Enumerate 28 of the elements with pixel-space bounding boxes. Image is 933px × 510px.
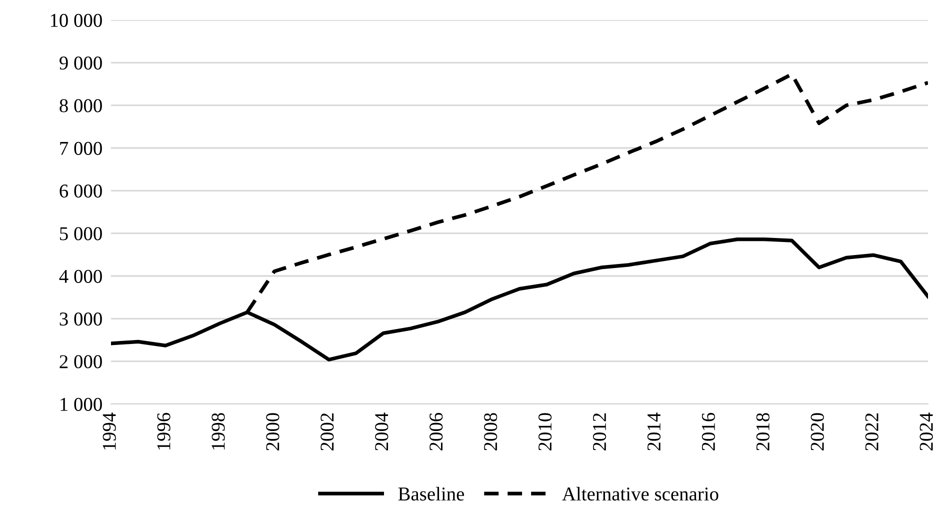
y-tick-label: 10 000 xyxy=(50,14,102,27)
y-tick-label: 1 000 xyxy=(60,398,102,411)
y-tick-label: 3 000 xyxy=(60,312,102,326)
x-tick-label: 1998 xyxy=(212,413,225,450)
x-tick-label: 1996 xyxy=(157,412,170,450)
y-tick-label: 6 000 xyxy=(60,184,102,198)
y-tick-label: 9 000 xyxy=(60,56,102,70)
x-tick-label: 2000 xyxy=(266,413,280,450)
y-tick-label: 5 000 xyxy=(60,227,102,240)
x-tick-label: 2024 xyxy=(920,412,933,450)
legend-label: Baseline xyxy=(398,486,464,501)
x-tick-label: 2014 xyxy=(647,412,661,450)
y-tick-label: 4 000 xyxy=(59,270,102,283)
x-tick-label: 2020 xyxy=(810,413,824,450)
x-tick-label: 1994 xyxy=(102,412,116,450)
x-tick-label: 2016 xyxy=(702,412,715,450)
x-tick-label: 2012 xyxy=(592,413,606,450)
y-tick-label: 7 000 xyxy=(60,142,102,155)
x-tick-label: 2022 xyxy=(865,413,878,450)
y-tick-label: 2 000 xyxy=(60,355,102,368)
x-tick-label: 2004 xyxy=(375,412,388,450)
x-tick-label: 2008 xyxy=(484,413,498,450)
x-tick-label: 2010 xyxy=(538,413,552,450)
x-tick-label: 2018 xyxy=(756,413,770,450)
x-tick-label: 2006 xyxy=(430,412,443,450)
x-tick-label: 2002 xyxy=(320,413,334,450)
y-tick-label: 8 000 xyxy=(60,99,102,112)
legend-label: Alternative scenario xyxy=(562,486,718,501)
